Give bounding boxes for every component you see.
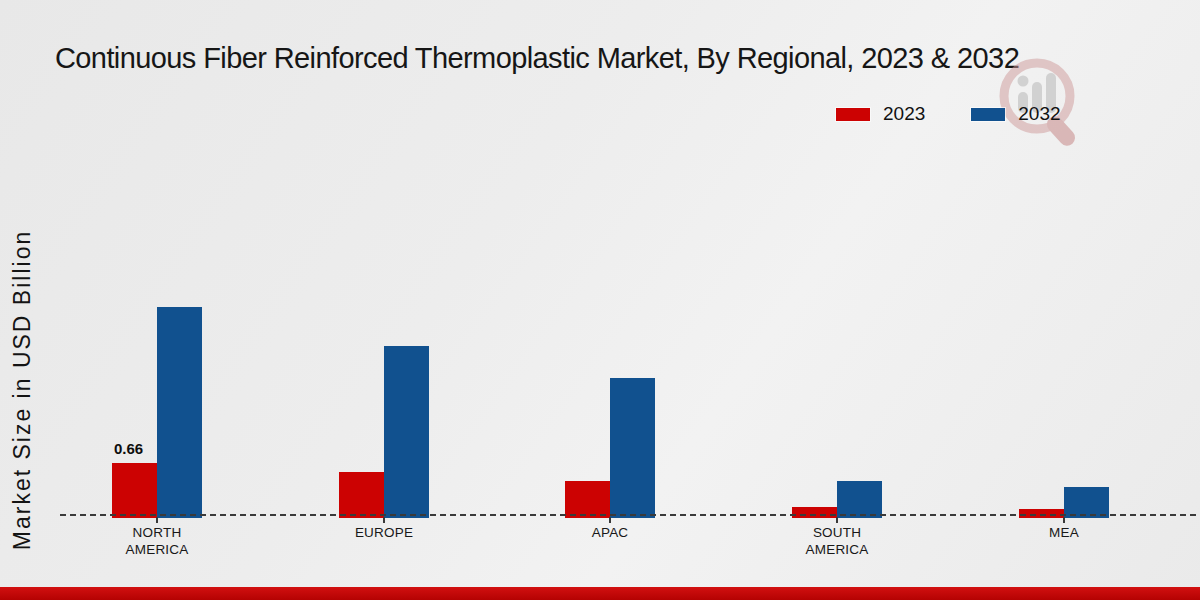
- bar-2032-europe: [384, 346, 429, 518]
- x-axis-baseline: [60, 514, 1196, 516]
- bar-2032-north-america: [157, 307, 202, 518]
- bar-2023-europe: [339, 472, 384, 518]
- footer-red-bar: [0, 587, 1200, 600]
- x-axis-tick-apac: [609, 517, 611, 523]
- bar-2032-south-america: [837, 481, 882, 518]
- bar-2023-south-america: [792, 507, 837, 518]
- plot-area: NORTHAMERICA EUROPE APAC SOUTHAMERICA MEA 0.6…: [0, 0, 1200, 600]
- chart-canvas: Continuous Fiber Reinforced Thermoplasti…: [0, 0, 1200, 600]
- x-axis-label-south-america: SOUTHAMERICA: [772, 524, 902, 559]
- x-axis-label-north-america: NORTHAMERICA: [92, 524, 222, 559]
- x-axis-label-apac: APAC: [545, 524, 675, 541]
- bar-2032-apac: [610, 378, 655, 518]
- x-axis-label-europe: EUROPE: [319, 524, 449, 541]
- x-axis-label-mea: MEA: [999, 524, 1129, 541]
- x-axis-tick-south-america: [836, 517, 838, 523]
- x-axis-tick-europe: [383, 517, 385, 523]
- x-axis-tick-mea: [1063, 517, 1065, 523]
- bar-2023-apac: [565, 481, 610, 518]
- bar-value-label-2023: 0.66: [106, 440, 151, 457]
- bar-2023-north-america: [112, 463, 157, 518]
- x-axis-tick-north-america: [156, 517, 158, 523]
